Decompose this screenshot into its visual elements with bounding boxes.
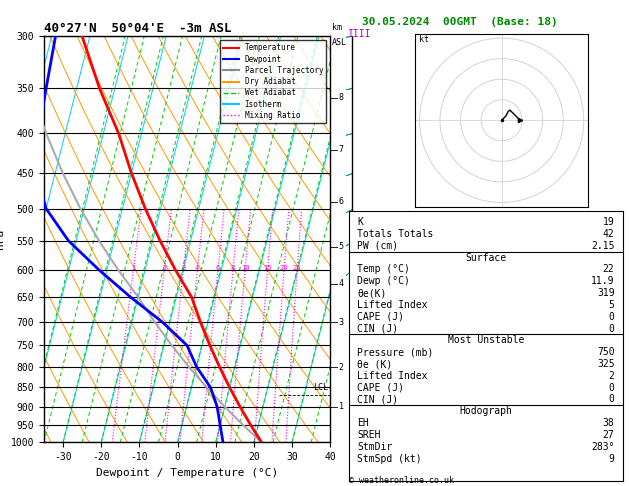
Text: 9: 9 bbox=[609, 453, 615, 464]
Text: 5: 5 bbox=[339, 243, 344, 251]
Text: Pressure (mb): Pressure (mb) bbox=[357, 347, 433, 357]
Text: EH: EH bbox=[357, 418, 369, 428]
Text: 2: 2 bbox=[162, 265, 166, 271]
Text: CAPE (J): CAPE (J) bbox=[357, 312, 404, 322]
Text: CIN (J): CIN (J) bbox=[357, 324, 398, 333]
Text: 27: 27 bbox=[603, 430, 615, 440]
Text: θe (K): θe (K) bbox=[357, 359, 392, 369]
Text: 0: 0 bbox=[609, 324, 615, 333]
Text: 7: 7 bbox=[339, 145, 344, 155]
Legend: Temperature, Dewpoint, Parcel Trajectory, Dry Adiabat, Wet Adiabat, Isotherm, Mi: Temperature, Dewpoint, Parcel Trajectory… bbox=[220, 40, 326, 123]
Text: 11.9: 11.9 bbox=[591, 276, 615, 286]
Text: km: km bbox=[332, 23, 342, 33]
Y-axis label: hPa: hPa bbox=[0, 229, 5, 249]
Text: 2: 2 bbox=[339, 363, 344, 372]
Text: 283°: 283° bbox=[591, 442, 615, 451]
Text: 4: 4 bbox=[195, 265, 199, 271]
Text: PW (cm): PW (cm) bbox=[357, 241, 398, 251]
Text: 319: 319 bbox=[597, 288, 615, 298]
Text: 15: 15 bbox=[263, 265, 272, 271]
Text: 20: 20 bbox=[280, 265, 288, 271]
Text: Most Unstable: Most Unstable bbox=[448, 335, 524, 346]
Text: 8: 8 bbox=[339, 93, 344, 103]
Text: 2: 2 bbox=[609, 371, 615, 381]
Text: 0: 0 bbox=[609, 312, 615, 322]
Text: 19: 19 bbox=[603, 217, 615, 227]
Text: 6: 6 bbox=[339, 197, 344, 207]
Text: Totals Totals: Totals Totals bbox=[357, 229, 433, 239]
Text: 750: 750 bbox=[597, 347, 615, 357]
Text: 0: 0 bbox=[609, 382, 615, 393]
Text: 4: 4 bbox=[339, 279, 344, 288]
Text: 5: 5 bbox=[609, 300, 615, 310]
Text: 25: 25 bbox=[293, 265, 301, 271]
Text: 0: 0 bbox=[609, 395, 615, 404]
Text: 8: 8 bbox=[231, 265, 235, 271]
Text: θe(K): θe(K) bbox=[357, 288, 387, 298]
Text: 10: 10 bbox=[241, 265, 249, 271]
Text: IIII: IIII bbox=[348, 29, 371, 39]
Text: CIN (J): CIN (J) bbox=[357, 395, 398, 404]
Text: 1: 1 bbox=[339, 402, 344, 411]
Text: Surface: Surface bbox=[465, 253, 506, 262]
X-axis label: Dewpoint / Temperature (°C): Dewpoint / Temperature (°C) bbox=[96, 468, 278, 478]
Text: Hodograph: Hodograph bbox=[459, 406, 513, 417]
Text: 3: 3 bbox=[339, 317, 344, 327]
Text: 22: 22 bbox=[603, 264, 615, 275]
Text: ASL: ASL bbox=[332, 37, 347, 47]
Text: 1: 1 bbox=[131, 265, 135, 271]
Text: 40°27'N  50°04'E  -3m ASL: 40°27'N 50°04'E -3m ASL bbox=[44, 22, 231, 35]
Y-axis label: Mixing Ratio (g/kg): Mixing Ratio (g/kg) bbox=[348, 192, 358, 287]
Text: 38: 38 bbox=[603, 418, 615, 428]
Text: StmSpd (kt): StmSpd (kt) bbox=[357, 453, 422, 464]
Text: 2.15: 2.15 bbox=[591, 241, 615, 251]
Text: Lifted Index: Lifted Index bbox=[357, 300, 428, 310]
Text: Lifted Index: Lifted Index bbox=[357, 371, 428, 381]
Text: © weatheronline.co.uk: © weatheronline.co.uk bbox=[349, 476, 454, 485]
Text: SREH: SREH bbox=[357, 430, 381, 440]
Text: LCL: LCL bbox=[313, 383, 328, 392]
Text: Dewp (°C): Dewp (°C) bbox=[357, 276, 410, 286]
Text: Temp (°C): Temp (°C) bbox=[357, 264, 410, 275]
Text: K: K bbox=[357, 217, 363, 227]
Text: 30.05.2024  00GMT  (Base: 18): 30.05.2024 00GMT (Base: 18) bbox=[362, 17, 557, 27]
Text: StmDir: StmDir bbox=[357, 442, 392, 451]
Text: kt: kt bbox=[420, 35, 430, 44]
Text: 6: 6 bbox=[216, 265, 220, 271]
Text: CAPE (J): CAPE (J) bbox=[357, 382, 404, 393]
Text: 3: 3 bbox=[181, 265, 186, 271]
Text: 325: 325 bbox=[597, 359, 615, 369]
Text: 42: 42 bbox=[603, 229, 615, 239]
